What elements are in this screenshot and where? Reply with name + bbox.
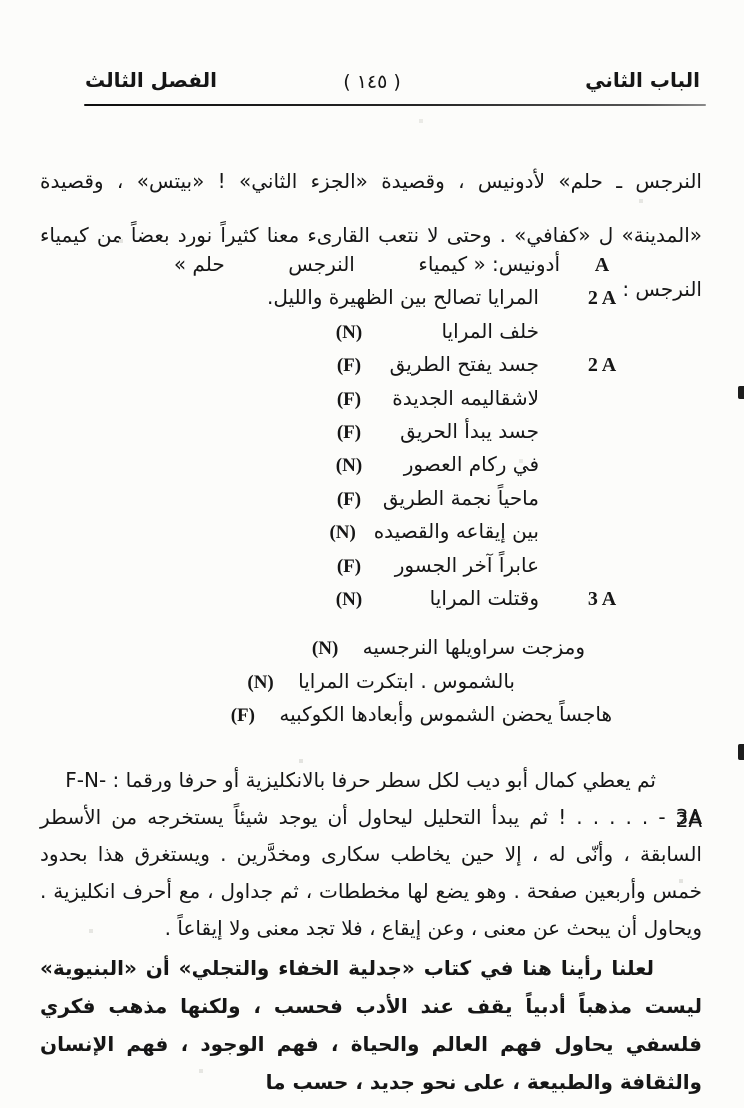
- verse-text: عابراً آخر الجسور: [394, 552, 539, 577]
- scan-artifact-edge-mark: [738, 386, 744, 399]
- verse-marker: (F): [336, 421, 362, 443]
- verse-marker: (F): [336, 388, 362, 410]
- verse-marker: (N): [311, 638, 339, 660]
- verse-marker: (N): [335, 321, 363, 343]
- verse-marker: (N): [329, 522, 356, 544]
- paragraph-conclusion: لعلنا رأينا هنا في كتاب «جدلية الخفاء وا…: [40, 956, 702, 1094]
- scan-noise: [0, 0, 2, 2]
- header-rule: [84, 104, 706, 106]
- verse-row: في ركام العصور (N): [100, 452, 640, 485]
- verse-row: بين إيقاعه والقصيده (N): [100, 519, 640, 552]
- verse-row: 2 A جسد يفتح الطريق (F): [100, 352, 640, 385]
- verse-text: بين إيقاعه والقصيده: [373, 519, 539, 544]
- verse-row: بالشموس . ابتكرت المرايا (N): [100, 665, 640, 698]
- verse-text: جسد يبدأ الحريق: [400, 418, 539, 443]
- verse-row: جسد يبدأ الحريق (F): [100, 419, 640, 452]
- verse-text: ومزجت سراويلها النرجسيه: [362, 635, 585, 660]
- verse-text: جسد يفتح الطريق: [389, 352, 539, 377]
- verse-text: هاجساً يحضن الشموس وأبعادها الكوكبيه: [279, 702, 612, 727]
- verse-label: A: [594, 254, 610, 276]
- verse-text: وقتلت المرايا: [429, 585, 539, 610]
- verse-text: بالشموس . ابتكرت المرايا: [298, 668, 515, 693]
- paragraph-notation: ثم يعطي كمال أبو ديب لكل سطر حرفا بالانك…: [65, 768, 702, 832]
- verse-row: عابراً آخر الجسور (F): [100, 553, 640, 586]
- verse-row: لاشقاليمه الجديدة (F): [100, 386, 640, 419]
- verse-marker: (N): [335, 455, 363, 477]
- verse-marker: (F): [336, 488, 362, 510]
- verse-text: ماحياً نجمة الطريق: [382, 485, 539, 510]
- verse-text: في ركام العصور: [403, 452, 539, 477]
- paragraph-analysis: 3A - . . . . . ! ثم يبدأ التحليل ليحاول …: [40, 805, 702, 940]
- verse-marker: (N): [335, 588, 363, 610]
- verse-label: 2 A: [587, 287, 617, 310]
- verse-marker: (F): [336, 555, 362, 577]
- verse-text: المرايا تصالح بين الظهيرة والليل.: [266, 285, 539, 310]
- verse-row: ماحياً نجمة الطريق (F): [100, 486, 640, 519]
- verse-row: هاجساً يحضن الشموس وأبعادها الكوكبيه (F): [100, 698, 640, 731]
- verse-row: خلف المرايا (N): [100, 319, 640, 352]
- verse-row: 2 A المرايا تصالح بين الظهيرة والليل.: [100, 285, 640, 318]
- paragraph-intro: النرجس ـ حلم» لأدونيس ، وقصيدة «الجزء ال…: [40, 169, 702, 301]
- verse-marker: (N): [247, 671, 274, 693]
- verse-marker: (F): [336, 355, 362, 377]
- verse-label: 3 A: [587, 587, 617, 610]
- verse-row: ومزجت سراويلها النرجسيه (N): [100, 631, 640, 664]
- verse-text: أدونيس: « كيمياء النرجس حلم »: [173, 252, 560, 276]
- scan-artifact-edge-mark: [738, 744, 744, 760]
- page-number: ( ١٤٥ ): [343, 71, 401, 93]
- verse-row: A أدونيس: « كيمياء النرجس حلم »: [100, 252, 640, 285]
- verse-row: 3 A وقتلت المرايا (N): [100, 586, 640, 619]
- verse-marker: (F): [230, 705, 255, 727]
- verse-list: A أدونيس: « كيمياء النرجس حلم » 2 A المر…: [100, 252, 640, 731]
- header-section-title: الباب الثاني: [585, 68, 700, 92]
- verse-label: 2 A: [587, 354, 617, 377]
- verse-text: خلف المرايا: [441, 318, 539, 343]
- verse-text: لاشقاليمه الجديدة: [392, 385, 539, 410]
- header-chapter-title: الفصل الثالث: [85, 68, 218, 92]
